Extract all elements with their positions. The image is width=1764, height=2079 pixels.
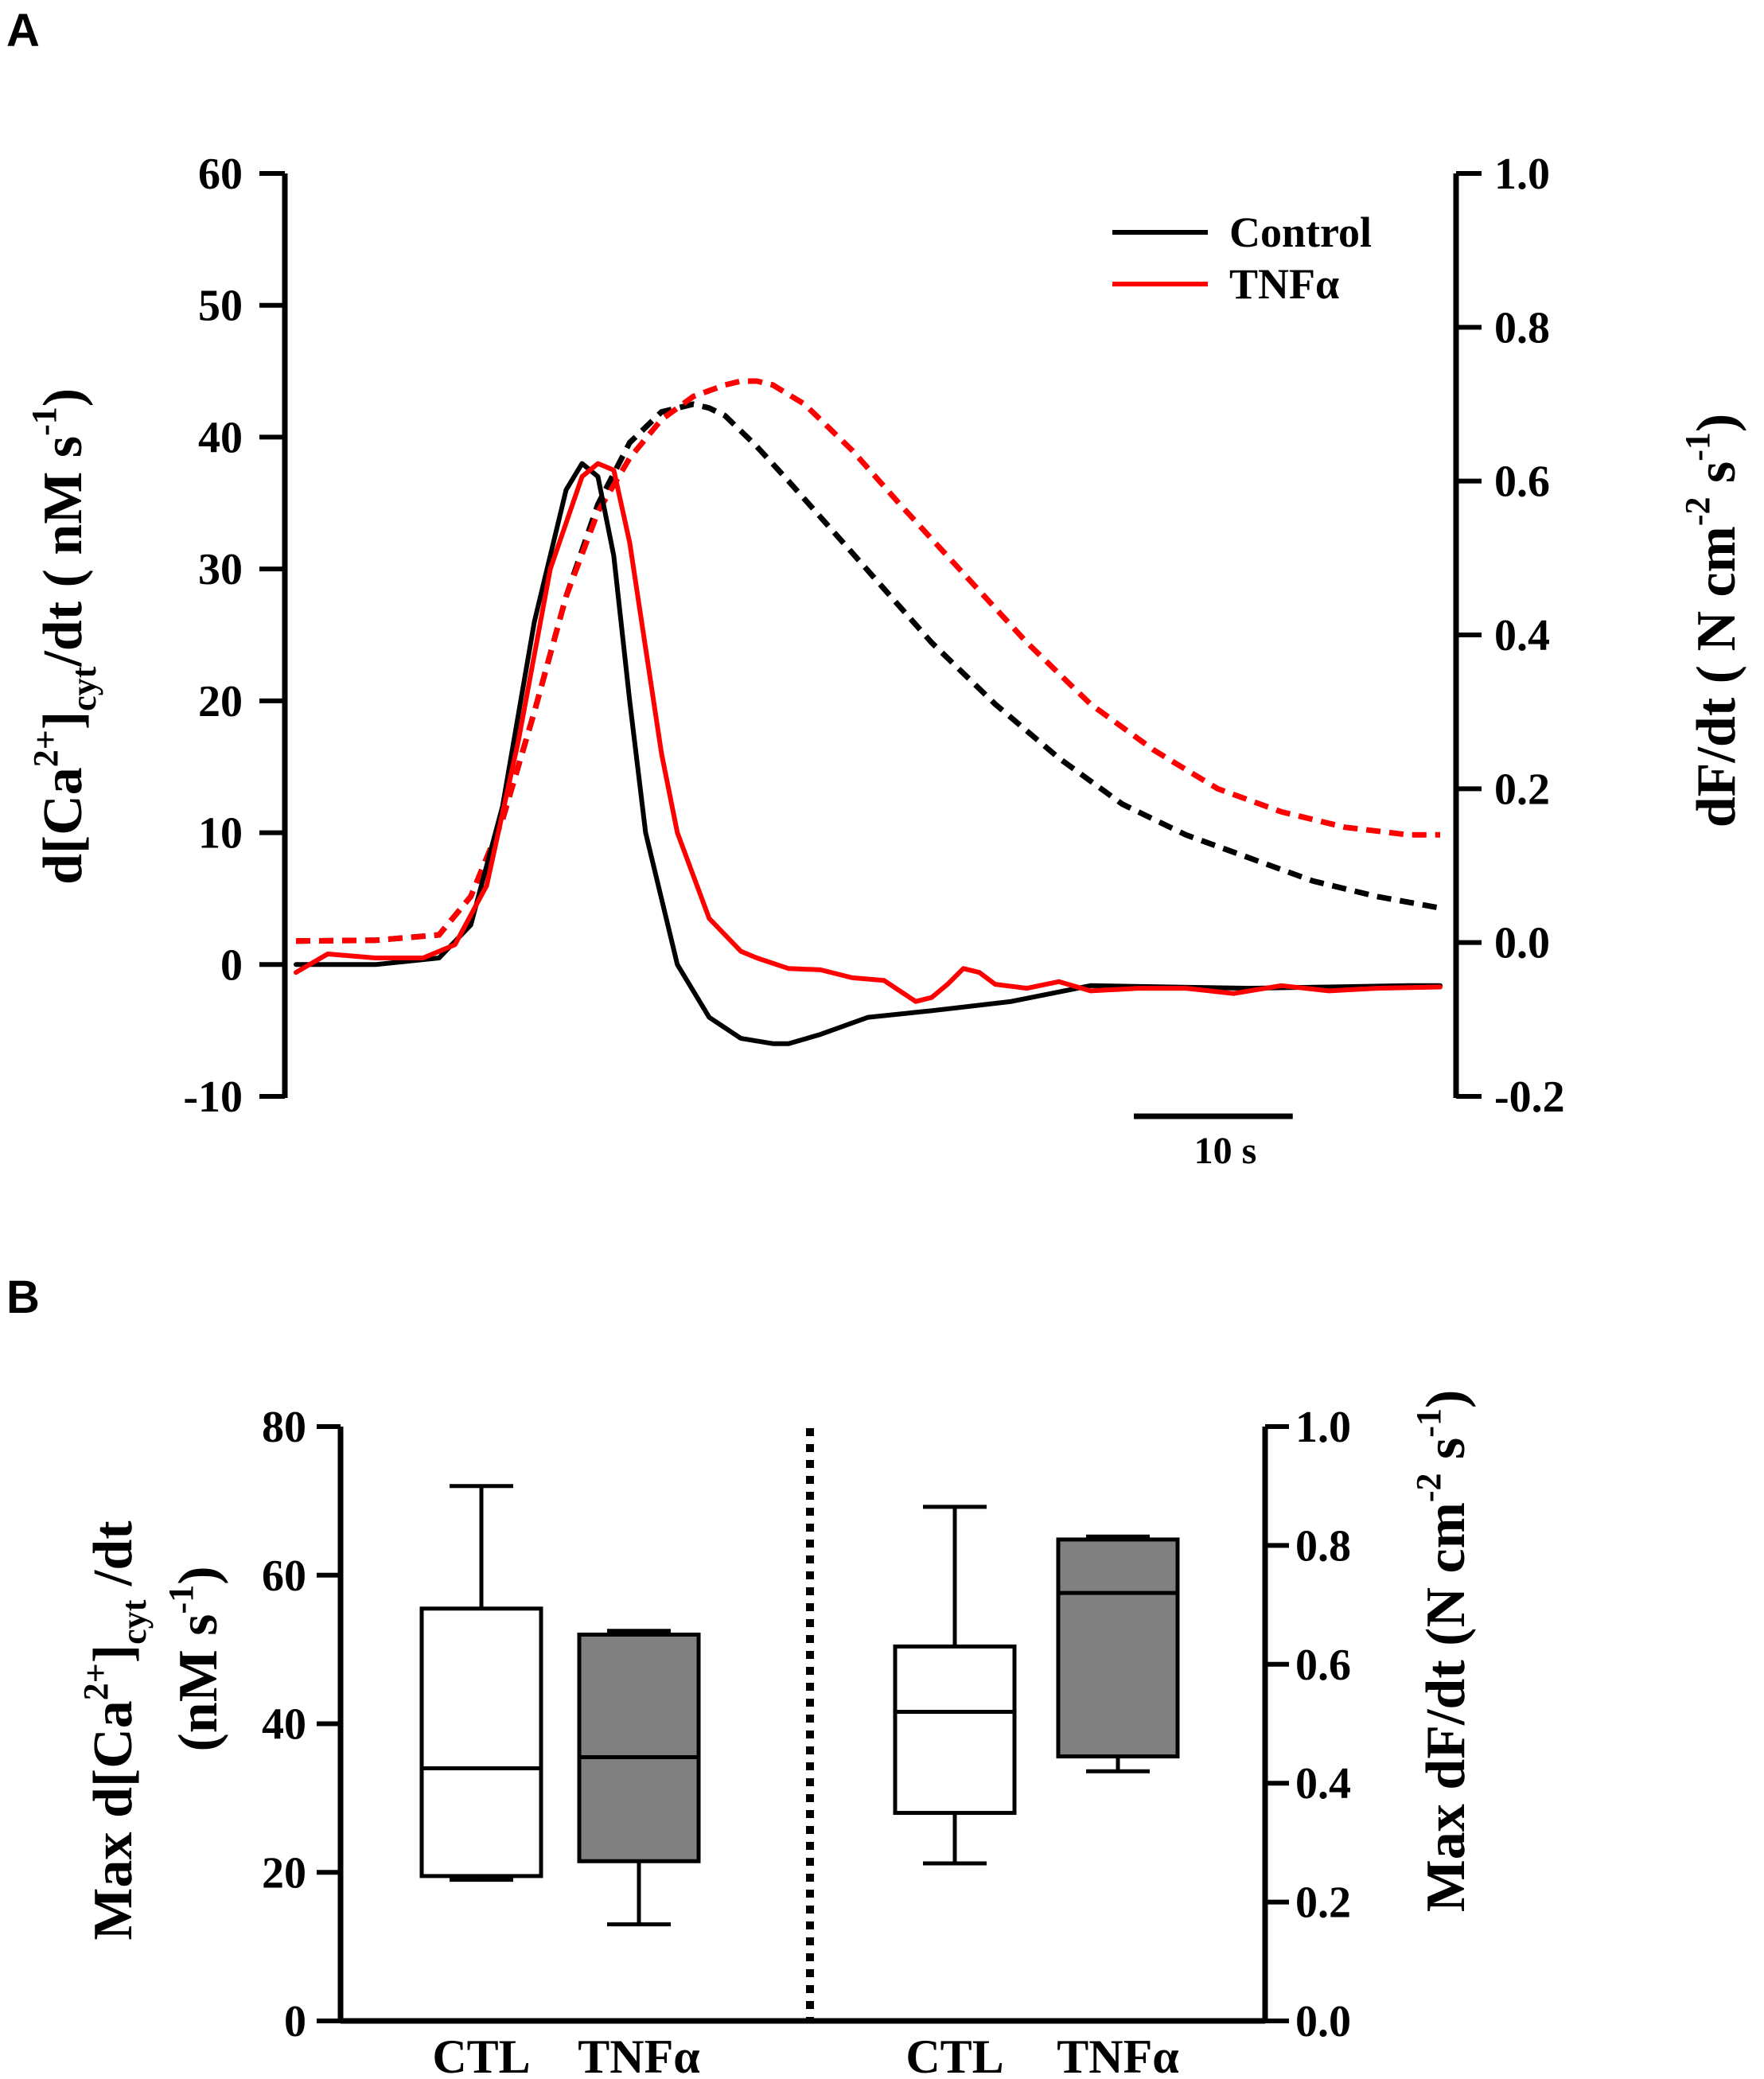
a-right-title-part-4: ) bbox=[1686, 414, 1747, 432]
a-left-title-part-4: /dt ( nM s bbox=[33, 436, 94, 668]
a-right-title-part-3: -1 bbox=[1678, 432, 1717, 461]
b-left-title-part-4: /dt bbox=[83, 1520, 144, 1599]
b-left-tick-label: 60 bbox=[262, 1551, 306, 1601]
panel-label-a: A bbox=[6, 5, 40, 56]
a-series-3-dashed-line bbox=[295, 378, 1440, 944]
b-box-iqr-rect bbox=[1056, 1537, 1180, 1759]
b-left-tick-label: 80 bbox=[262, 1403, 306, 1452]
panel-label-b: B bbox=[6, 1271, 40, 1323]
a-right-tick-label: 0.6 bbox=[1494, 457, 1550, 507]
a-right-tick-label: 0.2 bbox=[1494, 765, 1550, 814]
b-right-title-part-4: ) bbox=[1415, 1390, 1477, 1408]
b-category-label: CTL bbox=[905, 2030, 1003, 2079]
a-left-title-part-3: cyt bbox=[64, 666, 103, 711]
b-left-title-part-3: cyt bbox=[115, 1599, 154, 1645]
b-box-2 bbox=[893, 1505, 1017, 1866]
b-right-title-part-2: s bbox=[1415, 1438, 1477, 1474]
a-right-tick-label: 0.4 bbox=[1494, 611, 1550, 660]
a-left-tick-label: 50 bbox=[198, 282, 243, 331]
b-left-title2-part-1: -1 bbox=[162, 1585, 201, 1614]
a-left-tick-label: 40 bbox=[198, 413, 243, 462]
a-right-title-part-0: dF/dt ( N cm bbox=[1686, 526, 1747, 827]
b-box-3 bbox=[1056, 1534, 1180, 1773]
b-left-tick-label: 40 bbox=[262, 1700, 306, 1750]
a-left-tick-label: 60 bbox=[198, 150, 243, 199]
a-right-tick-label: 1.0 bbox=[1494, 150, 1550, 199]
b-left-tick-label: 0 bbox=[284, 1997, 306, 2046]
b-right-title-part-1: -2 bbox=[1409, 1473, 1448, 1502]
b-right-tick-label: 0.4 bbox=[1295, 1759, 1351, 1808]
b-right-tick-label: 0.2 bbox=[1295, 1878, 1351, 1928]
a-right-tick-label: -0.2 bbox=[1494, 1073, 1565, 1122]
a-series-1-solid-line bbox=[294, 461, 1443, 1004]
b-right-tick-label: 0.0 bbox=[1295, 1997, 1351, 2046]
a-right-axis-title: dF/dt ( N cm-2 s-1) bbox=[1678, 414, 1747, 828]
panel-b: 0 20 40 60 80 0.0 0.2 0.4 0.6 0.8 1.0 CTL TNFα CTL T… bbox=[76, 1390, 1477, 2079]
a-series-2-dashed-line bbox=[295, 401, 1441, 944]
a-left-axis-title: d[Ca2+]cyt/dt ( nM s-1) bbox=[25, 388, 103, 885]
a-left-tick-label: 0 bbox=[220, 940, 243, 990]
b-category-label: TNFα bbox=[578, 2030, 700, 2079]
b-category-label: CTL bbox=[432, 2030, 530, 2079]
a-left-title-part-1: 2+ bbox=[26, 730, 65, 767]
b-left-title2-part-2: ) bbox=[168, 1566, 229, 1584]
a-left-tick-label: -10 bbox=[183, 1073, 243, 1122]
legend-label-tnfa: TNFα bbox=[1229, 260, 1339, 308]
b-left-title2-part-0: (nM s bbox=[168, 1614, 229, 1751]
legend-label-control: Control bbox=[1229, 208, 1372, 256]
b-right-tick-label: 0.8 bbox=[1295, 1521, 1351, 1571]
b-box-0 bbox=[419, 1484, 543, 1882]
a-left-tick-label: 30 bbox=[198, 545, 243, 594]
b-left-title-part-0: Max d[Ca bbox=[83, 1700, 144, 1940]
b-left-tick-label: 20 bbox=[262, 1848, 306, 1898]
a-right-title-part-1: -2 bbox=[1678, 496, 1717, 526]
b-box-iqr-rect bbox=[419, 1606, 543, 1878]
b-category-label: TNFα bbox=[1057, 2030, 1179, 2079]
a-left-title-part-6: ) bbox=[33, 388, 94, 407]
a-left-tick-label: 10 bbox=[198, 809, 243, 858]
b-right-axis-title: Max dF/dt (N cm-2 s-1) bbox=[1409, 1390, 1477, 1913]
b-left-title-part-1: 2+ bbox=[76, 1663, 115, 1700]
b-left-title-part-2: ] bbox=[83, 1645, 144, 1663]
a-left-title-part-0: d[Ca bbox=[33, 767, 94, 885]
b-box-1 bbox=[577, 1629, 701, 1927]
a-right-tick-label: 0.0 bbox=[1494, 919, 1550, 968]
b-left-axis-title-line1: Max d[Ca2+]cyt /dt bbox=[76, 1520, 154, 1940]
b-right-tick-label: 1.0 bbox=[1295, 1403, 1351, 1452]
b-right-title-part-3: -1 bbox=[1409, 1408, 1448, 1438]
b-box-iqr-rect bbox=[577, 1632, 701, 1863]
a-left-title-part-2: ] bbox=[33, 711, 94, 730]
a-right-title-part-2: s bbox=[1686, 461, 1747, 497]
a-series-0-solid-line bbox=[294, 461, 1443, 1046]
b-box-iqr-rect bbox=[893, 1644, 1017, 1816]
a-left-tick-label: 20 bbox=[198, 677, 243, 726]
a-left-title-part-5: -1 bbox=[25, 407, 64, 436]
b-right-tick-label: 0.6 bbox=[1295, 1641, 1351, 1690]
scale-bar-label: 10 s bbox=[1194, 1130, 1257, 1172]
b-right-title-part-0: Max dF/dt (N cm bbox=[1415, 1502, 1477, 1912]
b-left-axis-title-line2: (nM s-1) bbox=[162, 1566, 229, 1751]
a-right-tick-label: 0.8 bbox=[1494, 303, 1550, 352]
